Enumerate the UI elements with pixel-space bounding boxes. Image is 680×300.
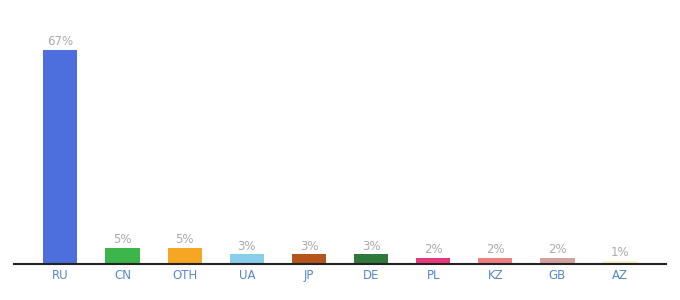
Text: 5%: 5%	[175, 233, 194, 246]
Bar	[105, 248, 139, 264]
Text: 3%: 3%	[237, 240, 256, 253]
Bar	[416, 258, 450, 264]
Text: 2%: 2%	[424, 243, 443, 256]
Text: 3%: 3%	[362, 240, 380, 253]
Text: 67%: 67%	[48, 35, 73, 48]
Bar	[602, 261, 636, 264]
Bar	[167, 248, 202, 264]
Text: 5%: 5%	[114, 233, 132, 246]
Bar	[44, 50, 78, 264]
Text: 3%: 3%	[300, 240, 318, 253]
Bar	[292, 254, 326, 264]
Bar	[354, 254, 388, 264]
Bar	[230, 254, 264, 264]
Text: 2%: 2%	[548, 243, 567, 256]
Bar	[478, 258, 513, 264]
Text: 1%: 1%	[611, 246, 629, 259]
Text: 2%: 2%	[486, 243, 505, 256]
Bar	[541, 258, 575, 264]
